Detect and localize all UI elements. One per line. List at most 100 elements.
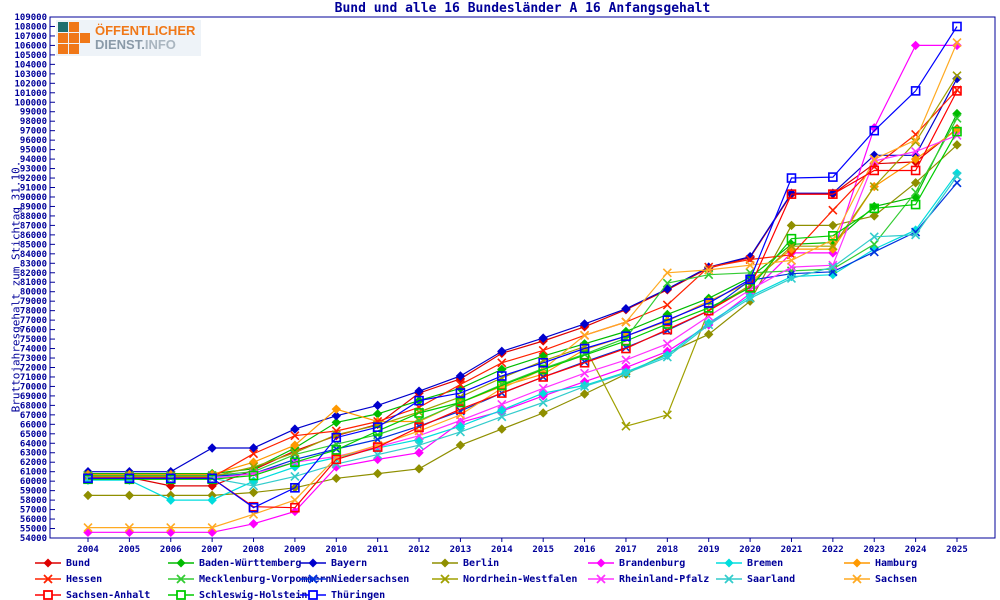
legend-label: Berlin — [463, 557, 500, 569]
legend-item-berlin: Berlin — [432, 556, 499, 570]
x-tick-label: 2014 — [491, 545, 513, 555]
legend-item-hessen: Hessen — [35, 572, 102, 586]
data-point-square — [455, 388, 466, 398]
data-point-diamond — [952, 73, 962, 84]
y-tick-label: 63000 — [20, 449, 47, 459]
data-point-x — [911, 146, 921, 157]
y-tick-label: 72000 — [20, 363, 47, 373]
y-tick-label: 83000 — [20, 259, 47, 269]
series-hessen — [83, 85, 962, 482]
y-tick-label: 107000 — [14, 32, 47, 42]
y-tick-label: 78000 — [20, 307, 47, 317]
data-point-diamond — [704, 329, 714, 340]
data-point-x — [580, 368, 590, 378]
legend-label: Bund — [66, 557, 91, 569]
data-point-square — [952, 21, 962, 32]
data-point-x — [497, 358, 507, 368]
data-point-square — [83, 473, 93, 484]
y-tick-label: 90000 — [20, 193, 47, 203]
y-tick-label: 84000 — [20, 250, 47, 260]
data-point-x — [745, 260, 755, 270]
y-tick-label: 65000 — [20, 430, 47, 440]
data-point-diamond — [331, 417, 341, 428]
y-tick-label: 75000 — [20, 335, 47, 345]
data-point-square — [248, 502, 259, 513]
legend-marker-icon — [844, 574, 870, 584]
y-tick-label: 64000 — [20, 439, 47, 449]
data-point-x — [248, 462, 259, 472]
series-line — [88, 129, 958, 476]
y-tick-label: 68000 — [20, 401, 47, 411]
data-point-diamond — [455, 371, 466, 381]
data-point-diamond — [290, 424, 300, 434]
data-point-diamond — [83, 490, 93, 501]
x-tick-label: 2025 — [946, 545, 968, 555]
data-point-x — [166, 523, 176, 533]
y-tick-label: 92000 — [20, 174, 47, 184]
data-point-diamond — [952, 168, 962, 179]
legend-marker-icon — [432, 558, 458, 568]
data-point-x — [662, 352, 672, 362]
data-point-x — [869, 247, 879, 257]
y-tick-label: 108000 — [14, 22, 47, 32]
data-point-square — [786, 173, 797, 183]
series-line — [88, 175, 958, 487]
legend-label: Rheinland-Pfalz — [619, 573, 710, 585]
series-niedersachsen — [83, 178, 962, 481]
data-point-diamond — [538, 333, 548, 343]
legend-marker-icon — [35, 590, 61, 600]
data-point-square — [828, 231, 838, 241]
y-tick-label: 55000 — [20, 525, 47, 535]
legend-item-niedersachsen: Niedersachsen — [300, 572, 409, 586]
x-tick-label: 2009 — [284, 545, 306, 555]
data-point-square — [579, 350, 590, 360]
data-point-x — [455, 427, 465, 437]
data-point-diamond — [828, 188, 838, 198]
data-point-x — [745, 293, 755, 303]
series-line — [88, 134, 958, 479]
x-tick-label: 2005 — [119, 545, 141, 555]
legend-label: Baden-Württemberg — [199, 557, 302, 569]
data-point-x — [538, 383, 548, 393]
data-point-x — [124, 523, 134, 533]
data-point-x — [828, 205, 838, 215]
legend-label: Brandenburg — [619, 557, 686, 569]
legend-label: Schleswig-Holstein — [199, 589, 308, 600]
logo-text-line2: DIENST.INFO — [95, 37, 176, 52]
y-tick-label: 94000 — [20, 155, 47, 165]
legend-item-hamburg: Hamburg — [844, 556, 917, 570]
data-point-diamond — [910, 154, 921, 164]
data-point-x — [621, 368, 631, 378]
series-line — [88, 89, 958, 478]
data-point-square — [207, 473, 217, 484]
data-point-diamond — [952, 140, 962, 150]
data-point-square — [455, 397, 466, 408]
legend: Bund Baden-Württemberg Bayern Berlin Branden… — [0, 552, 1000, 600]
series-line — [88, 44, 957, 533]
data-point-x — [786, 273, 797, 284]
legend-item-mecklenburg-vorpommern: Mecklenburg-Vorpommern — [168, 572, 331, 586]
y-tick-label: 80000 — [20, 288, 47, 298]
y-tick-label: 86000 — [20, 231, 47, 241]
data-point-diamond — [828, 244, 838, 254]
data-point-square — [331, 432, 342, 443]
legend-item-sachsen-anhalt: Sachsen-Anhalt — [35, 588, 150, 600]
data-point-square — [786, 233, 797, 244]
data-point-diamond — [414, 386, 424, 396]
data-point-square — [290, 482, 300, 493]
y-tick-label: 66000 — [20, 420, 47, 430]
y-tick-label: 98000 — [20, 117, 47, 127]
data-point-square — [869, 203, 880, 214]
x-tick-label: 2015 — [532, 545, 554, 555]
data-point-diamond — [786, 220, 797, 231]
data-point-diamond — [248, 443, 259, 453]
data-point-x — [828, 262, 838, 272]
data-point-x — [207, 523, 217, 533]
data-point-x — [621, 421, 631, 431]
x-tick-label: 2010 — [325, 545, 347, 555]
legend-label: Saarland — [747, 573, 796, 585]
legend-marker-icon — [716, 574, 742, 584]
data-point-diamond — [248, 487, 259, 498]
y-tick-label: 104000 — [14, 60, 47, 70]
data-point-x — [497, 412, 507, 422]
